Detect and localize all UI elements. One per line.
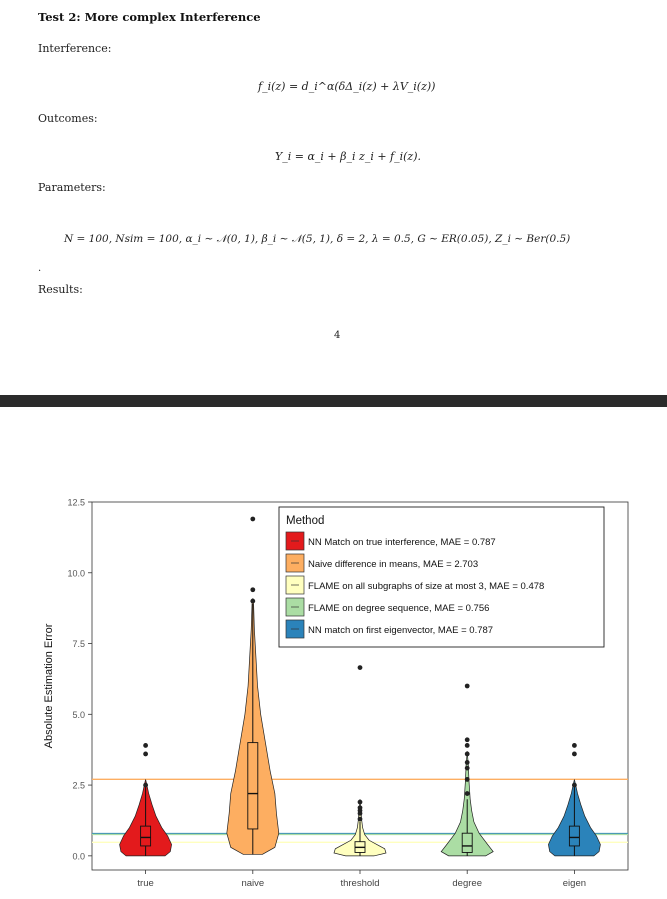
outlier-point-degree [464,777,470,782]
outlier-point-threshold [357,799,363,805]
outlier-point-naive [250,587,256,593]
y-tick-label: 5.0 [72,710,85,720]
outlier-point-eigen [572,743,577,748]
x-tick-label-eigen: eigen [563,878,586,889]
y-tick-label: 7.5 [72,639,85,649]
x-tick-label-degree: degree [452,878,482,889]
legend-label-1: Naive difference in means, MAE = 2.703 [308,559,478,570]
section-heading: Test 2: More complex Interference [38,10,261,24]
stray-dot: . [38,263,42,274]
parameters-label: Parameters: [38,181,106,194]
legend-box [278,506,605,648]
outlier-point-degree [464,743,470,748]
document-page: Test 2: More complex Interference Interf… [0,0,667,395]
outlier-point-degree [464,760,470,765]
page-number: 4 [334,330,341,341]
outlier-point-degree [464,683,470,689]
page-divider [0,395,667,407]
legend-label-3: FLAME on degree sequence, MAE = 0.756 [308,603,489,614]
results-label: Results: [38,283,83,296]
outlier-point-true [143,782,149,788]
outcomes-label: Outcomes: [38,112,98,125]
y-axis-label: Absolute Estimation Error [43,623,55,748]
outlier-point-threshold [357,816,363,822]
y-tick-label: 12.5 [67,498,85,508]
outlier-point-eigen [572,751,577,757]
y-tick-label: 0.0 [72,851,85,861]
x-tick-label-naive: naive [241,878,264,889]
outlier-point-eigen [572,782,577,788]
x-tick-label-true: true [137,878,153,889]
outcomes-equation: Y_i = α_i + β_i z_i + f_i(z). [275,150,422,163]
box-eigen [568,825,580,847]
box-naive [247,742,259,830]
legend-label-0: NN Match on true interference, MAE = 0.7… [308,537,496,548]
outlier-point-true [143,751,149,757]
box-true [140,825,152,847]
outlier-point-threshold [357,665,363,670]
y-tick-label: 10.0 [67,568,85,578]
y-tick-label: 2.5 [72,781,85,791]
outlier-point-threshold [357,805,363,811]
parameters-equation: N = 100, Nsim = 100, α_i ∼ 𝒩(0, 1), β_i … [64,233,571,245]
interference-label: Interference: [38,42,112,55]
outlier-point-naive [250,516,256,522]
legend-label-4: NN match on first eigenvector, MAE = 0.7… [308,625,493,636]
legend-label-2: FLAME on all subgraphs of size at most 3… [308,581,544,592]
interference-equation: f_i(z) = d_i^α(δΔ_i(z) + λV_i(z)) [258,80,436,93]
legend-title: Method [286,515,324,527]
outlier-point-degree [464,751,470,757]
outlier-point-degree [464,791,470,796]
outlier-point-degree [464,765,470,771]
x-tick-label-threshold: threshold [340,878,379,889]
outlier-point-naive [250,598,256,604]
box-degree [461,832,473,853]
outlier-point-true [143,743,149,748]
outlier-point-degree [464,737,470,743]
violin-chart: 0.0 2.5 5.0 7.5 10.0 12.5 Absolute Estimation … [0,407,667,899]
